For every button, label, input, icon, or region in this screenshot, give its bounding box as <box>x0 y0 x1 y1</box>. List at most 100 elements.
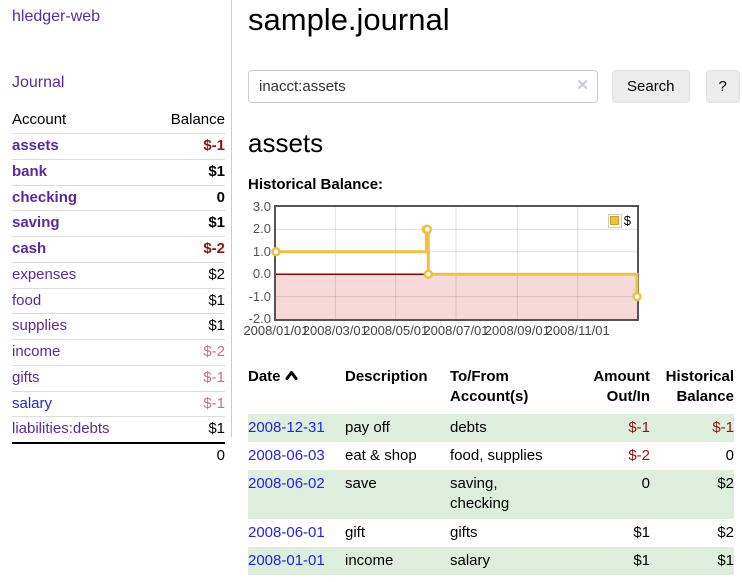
x-tick-label: 2008/11/01 <box>545 323 610 338</box>
search-bar: ✕ Search ? <box>248 70 740 103</box>
y-tick-label: -1.0 <box>248 288 271 304</box>
register-row: 2008-06-01 gift gifts $1 $2 <box>248 519 734 547</box>
brand-link[interactable]: hledger-web <box>12 8 101 25</box>
account-balance: $1 <box>148 158 225 185</box>
search-input[interactable] <box>248 70 598 103</box>
account-balance: $-1 <box>148 364 225 391</box>
account-row-food: food $1 <box>12 287 225 314</box>
clear-search-icon[interactable]: ✕ <box>576 77 589 94</box>
y-tick-label: 1.0 <box>252 243 271 259</box>
account-link-gifts[interactable]: gifts <box>12 368 40 386</box>
account-balance: $1 <box>148 287 225 314</box>
chart-canvas <box>271 207 642 319</box>
x-tick-label: 2008/05/01 <box>363 323 429 338</box>
historical-balance-chart: 3.0 2.0 1.0 0.0 -1.0 -2.0 $ 2008/01/01 2008/03… <box>243 199 734 343</box>
sidebar-item-journal[interactable]: Journal <box>12 74 65 91</box>
register-header-description: Description <box>345 368 428 385</box>
transaction-balance: $2 <box>717 523 734 541</box>
account-link-cash[interactable]: cash <box>12 240 47 257</box>
account-row-saving: saving $1 <box>12 210 225 237</box>
legend-label: $ <box>623 213 631 228</box>
account-row-assets: assets $-1 <box>12 133 225 160</box>
account-balance: $1 <box>148 313 225 340</box>
chart-legend: $ <box>606 212 632 229</box>
account-link-expenses[interactable]: expenses <box>12 265 77 283</box>
transaction-date-link[interactable]: 2008-12-31 <box>248 418 325 436</box>
register-header-accounts: To/From Account(s) <box>450 368 529 406</box>
x-tick-label: 2008/01/01 <box>243 323 309 338</box>
legend-colorbox <box>607 213 622 228</box>
account-heading: assets <box>248 128 324 158</box>
account-row-bank: bank $1 <box>12 158 225 185</box>
y-tick-label: -2.0 <box>248 311 271 326</box>
account-row-salary: salary $-1 <box>12 390 225 417</box>
account-link-salary[interactable]: salary <box>12 394 53 412</box>
y-tick-label: 0.0 <box>252 266 271 282</box>
account-balance: $2 <box>148 261 225 288</box>
transaction-balance: $-1 <box>712 418 734 436</box>
account-link-supplies[interactable]: supplies <box>12 317 68 335</box>
account-row-liabilities-debts: liabilities:debts $1 <box>12 416 225 443</box>
account-balance: $-2 <box>148 236 225 263</box>
sidebar: hledger-web Journal Account Balance asse… <box>0 0 232 469</box>
transaction-accounts: debts <box>450 418 487 436</box>
account-row-gifts: gifts $-1 <box>12 364 225 391</box>
transaction-date-link[interactable]: 2008-06-03 <box>248 446 325 464</box>
accounts-total-value: 0 <box>148 442 225 469</box>
register-row: 2008-01-01 income salary $1 $1 <box>248 546 734 575</box>
transaction-date-link[interactable]: 2008-01-01 <box>248 551 325 569</box>
account-row-supplies: supplies $1 <box>12 313 225 340</box>
account-balance: 0 <box>148 184 225 211</box>
account-link-bank[interactable]: bank <box>12 162 48 180</box>
register-header-balance: Historical Balance <box>665 368 734 406</box>
account-balance: $1 <box>148 210 225 237</box>
x-tick-label: 2008/07/01 <box>423 323 489 338</box>
search-button[interactable]: Search <box>612 70 690 103</box>
register-row: 2008-06-03 eat & shop food, supplies $-2… <box>248 442 734 470</box>
transaction-amount: $-1 <box>628 418 650 436</box>
help-button[interactable]: ? <box>705 70 740 103</box>
chart-plot-area: $ <box>271 205 642 321</box>
transaction-accounts: salary <box>450 551 491 569</box>
transaction-date-link[interactable]: 2008-06-01 <box>248 523 325 541</box>
x-tick-label: 2008/03/01 <box>302 323 368 338</box>
chart-title: Historical Balance: <box>248 176 384 193</box>
account-balance: $-2 <box>148 339 225 366</box>
register-header-date[interactable]: Date <box>248 365 345 414</box>
account-column-header: Account <box>12 111 67 128</box>
sort-ascending-icon <box>285 367 298 387</box>
account-row-expenses: expenses $2 <box>12 261 225 288</box>
account-row-income: income $-2 <box>12 339 225 366</box>
account-row-cash: cash $-2 <box>12 236 225 263</box>
transaction-amount: 0 <box>641 475 650 492</box>
transaction-description: gift <box>345 523 366 541</box>
transaction-date-link[interactable]: 2008-06-02 <box>248 475 325 492</box>
register-table: Date Description To/From Account(s) Amou… <box>248 365 734 575</box>
transaction-amount: $1 <box>633 523 650 541</box>
account-link-food[interactable]: food <box>12 291 42 309</box>
account-link-saving[interactable]: saving <box>12 214 60 232</box>
account-balance-table: Account Balance assets $-1 bank $1 check… <box>12 108 225 469</box>
account-row-checking: checking 0 <box>12 184 225 211</box>
register-header-amount: Amount Out/In <box>593 368 650 406</box>
account-link-liabilities-debts[interactable]: liabilities:debts <box>12 420 110 438</box>
account-link-assets[interactable]: assets <box>12 137 59 154</box>
accounts-total-row: 0 <box>12 442 225 469</box>
account-link-checking[interactable]: checking <box>12 188 78 206</box>
transaction-description: pay off <box>345 418 390 436</box>
y-tick-label: 2.0 <box>252 221 271 237</box>
register-row: 2008-12-31 pay off debts $-1 $-1 <box>248 413 734 442</box>
transaction-description: save <box>345 475 377 492</box>
y-tick-label: 3.0 <box>252 199 271 214</box>
transaction-amount: $1 <box>633 551 650 569</box>
page-title: sample.journal <box>248 2 450 37</box>
account-balance: $-1 <box>148 133 225 160</box>
balance-column-header: Balance <box>170 111 225 128</box>
account-table-header: Account Balance <box>12 108 225 134</box>
account-link-income[interactable]: income <box>12 343 61 360</box>
transaction-description: eat & shop <box>345 446 417 464</box>
account-balance: $1 <box>148 416 225 443</box>
transaction-accounts: gifts <box>450 523 478 541</box>
transaction-accounts: food, supplies <box>450 446 543 464</box>
